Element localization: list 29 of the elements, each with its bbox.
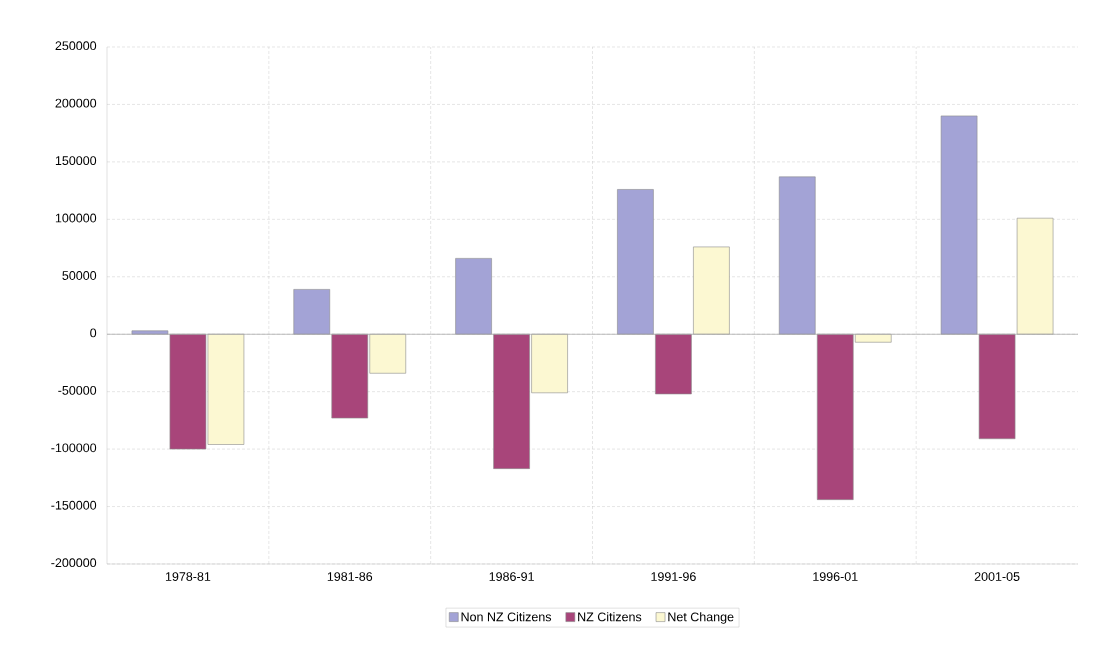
bar <box>293 289 331 335</box>
bar <box>1016 217 1054 335</box>
bar <box>978 333 1016 440</box>
y-tick-label: 0 <box>90 328 97 338</box>
y-tick-label: -100000 <box>51 443 97 453</box>
y-tick-label: 100000 <box>55 213 97 223</box>
bar <box>778 176 816 335</box>
y-tick-label: -150000 <box>51 500 97 510</box>
bar <box>617 189 654 335</box>
y-tick-label: 200000 <box>55 98 97 108</box>
y-tick-label: 50000 <box>62 271 97 280</box>
y-tick-label: 150000 <box>55 156 97 166</box>
x-tick-label: 1991-96 <box>651 572 696 581</box>
x-tick-label: 1996-01 <box>813 572 858 581</box>
bar <box>940 115 978 335</box>
bar <box>131 330 169 335</box>
x-tick-label: 1986-91 <box>489 572 534 581</box>
y-tick-label: -50000 <box>58 385 97 395</box>
x-tick-label: 1978-81 <box>165 572 211 581</box>
legend-label: Non NZ Citizens <box>461 612 552 622</box>
bar <box>455 258 492 335</box>
x-tick-label: 1981-86 <box>327 572 373 581</box>
legend-label: Net Change <box>668 612 734 624</box>
y-tick-label: -200000 <box>51 558 97 568</box>
legend-label: NZ Citizens <box>578 612 642 622</box>
bar <box>693 246 730 335</box>
y-tick-label: 250000 <box>55 41 97 51</box>
bar <box>655 333 692 395</box>
x-tick-label: 2001-05 <box>974 572 1020 581</box>
